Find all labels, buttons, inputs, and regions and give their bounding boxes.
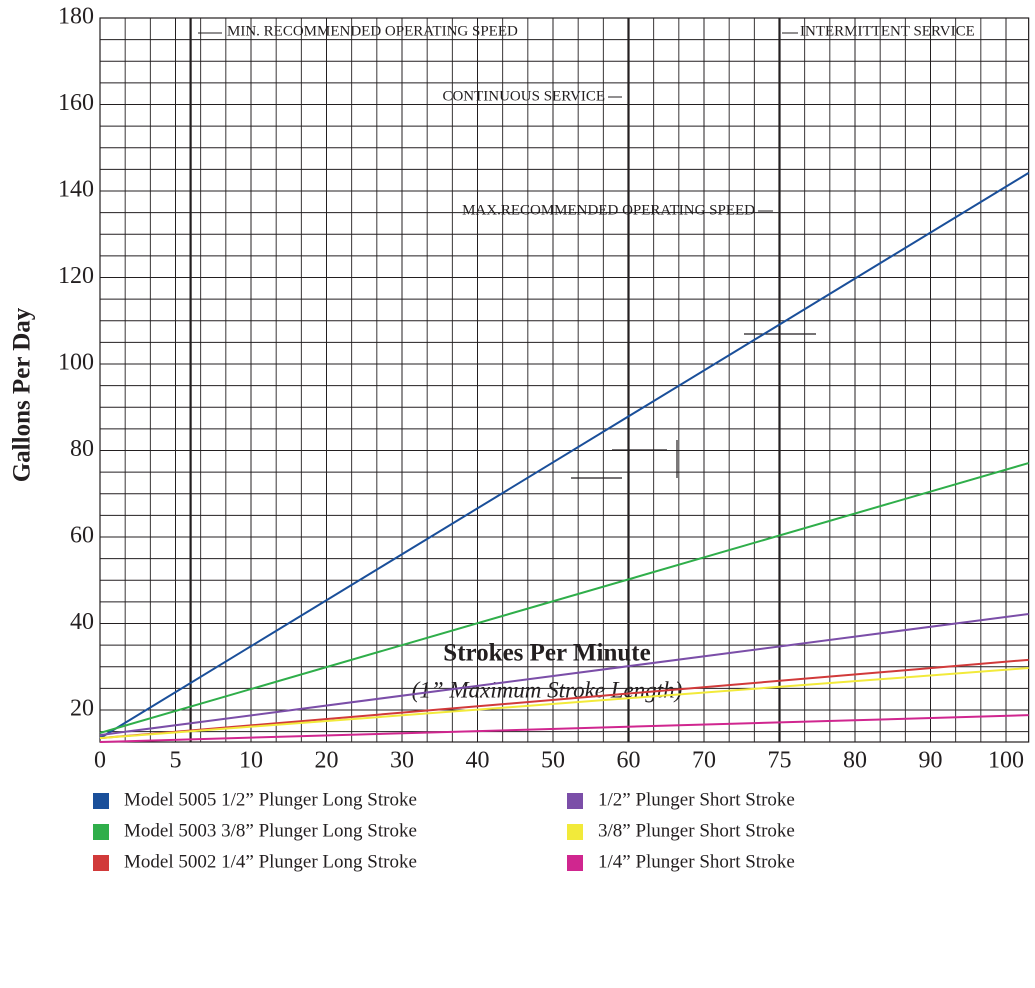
legend-label: Model 5002 1/4” Plunger Long Stroke (124, 851, 417, 872)
legend-label: 1/2” Plunger Short Stroke (598, 789, 795, 810)
legend-label: Model 5005 1/2” Plunger Long Stroke (124, 789, 417, 810)
legend-label: 3/8” Plunger Short Stroke (598, 820, 795, 841)
annotation: MAX.RECOMMENDED OPERATING SPEED (462, 202, 755, 218)
legend-swatch (93, 793, 109, 809)
y-tick-label: 120 (58, 263, 94, 289)
x-tick-label: 30 (390, 748, 414, 774)
x-tick-label: 90 (919, 748, 943, 774)
x-tick-label: 60 (617, 748, 641, 774)
legend-label: 1/4” Plunger Short Stroke (598, 851, 795, 872)
y-tick-label: 160 (58, 90, 94, 116)
y-tick-label: 140 (58, 176, 94, 202)
annotation: CONTINUOUS SERVICE (442, 88, 605, 104)
series-line (99, 462, 1029, 734)
series-line (99, 612, 1029, 737)
legend-swatch (567, 855, 583, 871)
x-tick-label: 0 (94, 748, 106, 774)
x-tick-label: 5 (170, 748, 182, 774)
y-tick-label: 60 (70, 522, 94, 548)
series-line (99, 714, 1029, 743)
x-tick-label: 70 (692, 748, 716, 774)
y-tick-label: 180 (58, 4, 94, 30)
annotation: INTERMITTENT SERVICE (800, 23, 975, 39)
series-line (99, 667, 1029, 740)
x-axis-title: Strokes Per Minute (443, 640, 650, 667)
y-tick-label: 20 (70, 695, 94, 721)
y-tick-label: 100 (58, 349, 94, 375)
x-tick-label: 80 (843, 748, 867, 774)
x-tick-label: 100 (988, 748, 1024, 774)
x-tick-label: 50 (541, 748, 565, 774)
y-axis-title: Gallons Per Day (9, 307, 36, 482)
x-tick-label: 40 (466, 748, 490, 774)
legend-swatch (93, 824, 109, 840)
x-tick-label: 10 (239, 748, 263, 774)
legend-swatch (93, 855, 109, 871)
x-tick-label: 75 (768, 748, 792, 774)
plot-frame (99, 17, 1030, 743)
series-line (99, 171, 1030, 739)
series-line (99, 658, 1029, 740)
legend-swatch (567, 793, 583, 809)
y-tick-label: 40 (70, 609, 94, 635)
legend-swatch (567, 824, 583, 840)
y-tick-label: 80 (70, 436, 94, 462)
annotation: MIN. RECOMMENDED OPERATING SPEED (227, 23, 518, 39)
legend-label: Model 5003 3/8” Plunger Long Stroke (124, 820, 417, 841)
x-tick-label: 20 (315, 748, 339, 774)
